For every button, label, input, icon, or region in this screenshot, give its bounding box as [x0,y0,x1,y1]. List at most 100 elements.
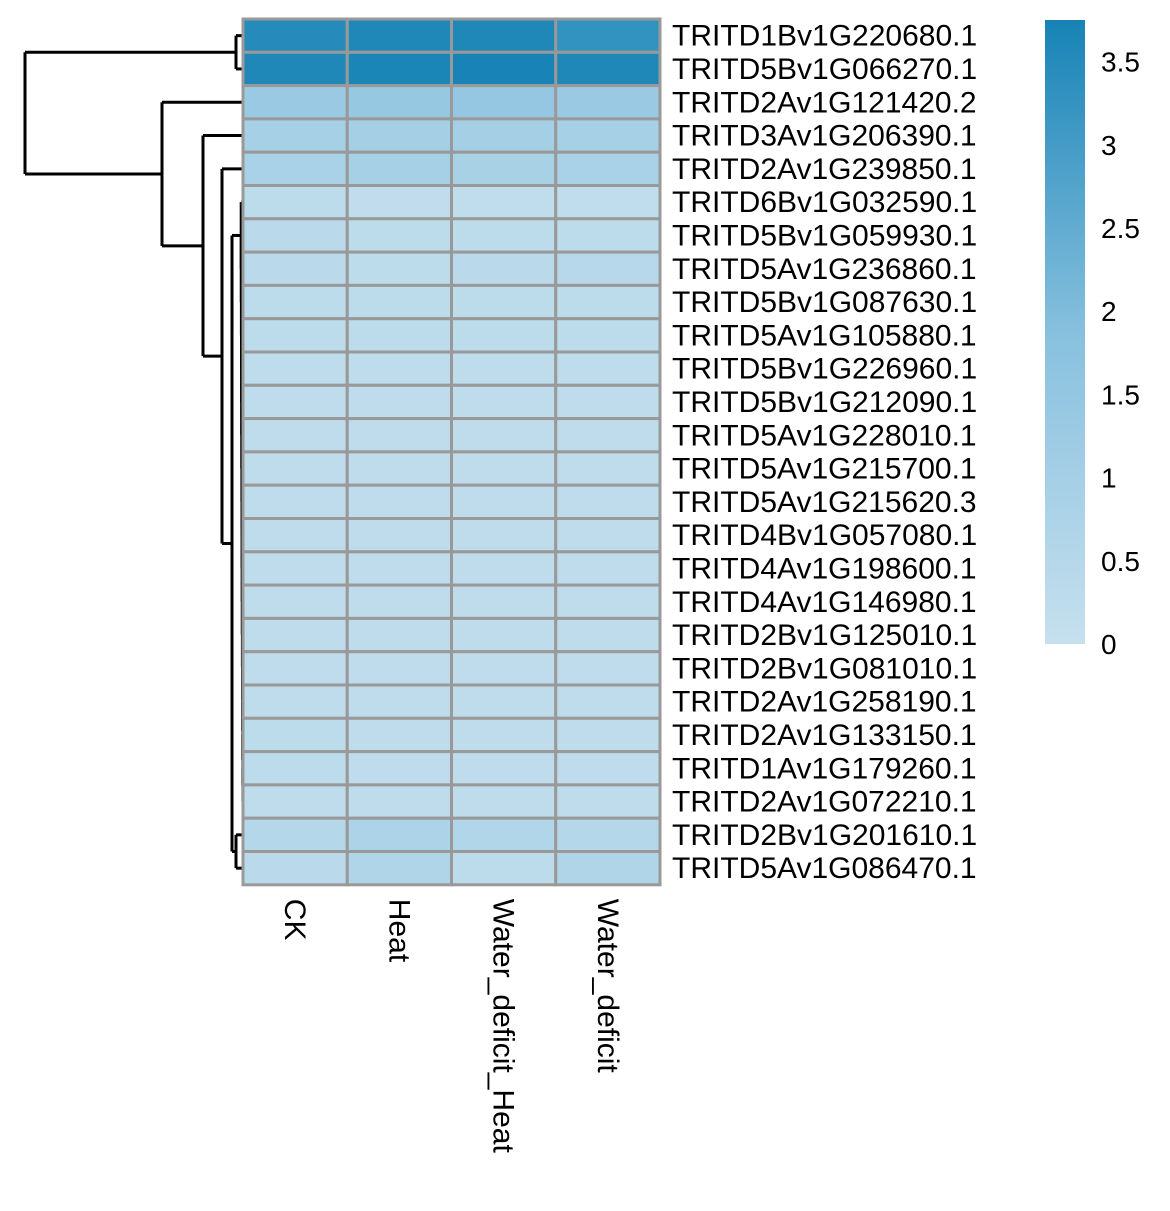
legend-tick-label: 2.5 [1101,213,1140,244]
heatmap-cell [554,517,662,554]
row-label: TRITD4Av1G198600.1 [672,552,977,585]
heatmap-cell [450,283,558,321]
row-label: TRITD5Bv1G226960.1 [672,353,977,386]
heatmap-cell [345,50,453,88]
heatmap-cell [345,17,453,54]
heatmap-cell [345,317,453,354]
heatmap-cell [345,84,453,121]
heatmap-cell [554,483,662,521]
heatmap-cell [345,816,453,854]
heatmap-cell [554,350,662,387]
heatmap-cell [554,750,662,787]
heatmap-cell [554,417,662,454]
row-label: TRITD5Bv1G066270.1 [672,53,977,86]
heatmap-cell [554,550,662,587]
row-label: TRITD1Av1G179260.1 [672,752,977,785]
heatmap-cell [450,750,558,787]
heatmap-cell [554,50,662,88]
heatmap-cell [450,50,558,88]
column-label: Water_deficit [591,899,624,1074]
heatmap-cell [345,850,453,887]
heatmap-cell [554,650,662,687]
heatmap-cell [554,250,662,287]
heatmap-cell [345,750,453,787]
heatmap-cell [554,150,662,187]
heatmap-cell [554,17,662,54]
heatmap-cell [241,850,349,887]
heatmap-cell [450,650,558,687]
heatmap-cell [345,583,453,620]
heatmap-cell [241,217,349,254]
heatmap-cell [450,417,558,454]
heatmap-cell [241,716,349,754]
legend-tick-label: 1 [1101,463,1117,494]
heatmap-cell [241,250,349,287]
row-label: TRITD2Av1G239850.1 [672,153,977,186]
row-label: TRITD2Bv1G081010.1 [672,652,977,685]
heatmap-cell [450,550,558,587]
row-label: TRITD2Av1G133150.1 [672,719,977,752]
row-label: TRITD2Bv1G125010.1 [672,619,977,652]
column-label: Heat [382,899,415,963]
heatmap-cell [241,650,349,687]
heatmap-cell [554,383,662,421]
heatmap-cell [450,483,558,521]
heatmap-cells [241,17,662,887]
heatmap-cell [345,283,453,321]
heatmap-cell [241,117,349,154]
legend-tick-label: 3.5 [1101,47,1140,78]
legend-tick-label: 1.5 [1101,379,1140,410]
heatmap-cell [241,17,349,54]
heatmap-cell [241,417,349,454]
heatmap-cell [450,383,558,421]
heatmap-cell [554,783,662,820]
heatmap-cell [241,383,349,421]
row-label: TRITD5Bv1G212090.1 [672,386,977,419]
heatmap-cell [554,716,662,754]
heatmap-cell [345,117,453,154]
heatmap-cell [450,217,558,254]
heatmap-cell [241,350,349,387]
heatmap-cell [554,583,662,620]
heatmap-cell [241,483,349,521]
row-label: TRITD2Av1G258190.1 [672,686,977,719]
row-label: TRITD2Av1G121420.2 [672,86,977,119]
row-label: TRITD1Bv1G220680.1 [672,20,977,53]
heatmap-cell [450,150,558,187]
heatmap-cell [450,850,558,887]
heatmap-cell [554,450,662,487]
heatmap-cell [554,217,662,254]
legend-tick-label: 2 [1101,296,1117,327]
heatmap-cell [345,450,453,487]
row-label: TRITD5Av1G215700.1 [672,453,977,486]
row-label: TRITD6Bv1G032590.1 [672,186,977,219]
heatmap-cell [241,150,349,187]
color-legend-ticks: 0 0.5 1 1.5 2 2.5 3 3.5 [1101,47,1140,660]
heatmap-cell [450,17,558,54]
heatmap-cell [450,84,558,121]
heatmap-cell [450,350,558,387]
heatmap-cell [241,450,349,487]
row-label: TRITD5Av1G228010.1 [672,419,977,452]
heatmap-cell [450,317,558,354]
heatmap-cell [554,117,662,154]
column-label: CK [278,899,311,941]
heatmap-cell [241,750,349,787]
row-label: TRITD5Av1G236860.1 [672,253,977,286]
heatmap-cell [554,283,662,321]
row-label: TRITD5Bv1G059930.1 [672,219,977,252]
heatmap-cell [345,616,453,654]
heatmap-cell [554,816,662,854]
legend-tick-label: 0 [1101,629,1117,660]
heatmap-cell [241,283,349,321]
row-label: TRITD5Bv1G087630.1 [672,286,977,319]
heatmap-cell [345,550,453,587]
heatmap-cell [241,317,349,354]
heatmap-cell [345,150,453,187]
heatmap-cell [450,450,558,487]
row-label: TRITD2Av1G072210.1 [672,786,977,819]
row-label: TRITD5Av1G105880.1 [672,319,977,352]
heatmap-cell [554,683,662,720]
heatmap-cell [450,117,558,154]
